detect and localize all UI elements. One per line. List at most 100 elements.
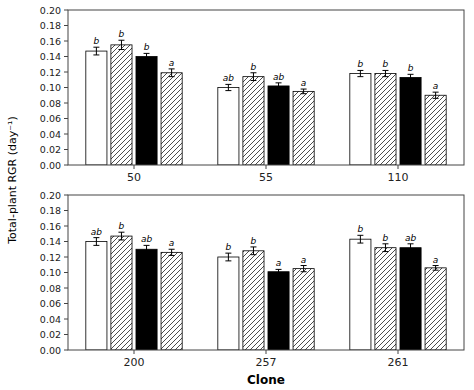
y-tick: [64, 41, 68, 42]
error-bar: [408, 74, 414, 80]
plot-frame: [68, 195, 464, 350]
y-tick-label: 0.04: [40, 314, 61, 325]
y-tick-label: 0.02: [40, 329, 61, 340]
bar: [293, 269, 314, 350]
y-tick: [64, 334, 68, 335]
x-axis: 200257261: [124, 350, 409, 369]
significance-label: b: [144, 42, 150, 52]
y-tick: [64, 87, 68, 88]
error-bar: [225, 253, 231, 261]
y-tick-label: 0.14: [40, 51, 61, 62]
y-tick-label: 0.00: [40, 160, 61, 171]
y-tick-label: 0.06: [40, 113, 61, 124]
y-tick-label: 0.00: [40, 345, 61, 356]
significance-label: b: [383, 59, 389, 69]
significance-label: a: [169, 238, 175, 248]
error-bar: [118, 232, 124, 240]
significance-label: b: [408, 63, 414, 73]
y-tick-label: 0.16: [40, 221, 61, 232]
y-tick: [64, 241, 68, 242]
y-tick-label: 0.08: [40, 98, 61, 109]
x-tick-label: 55: [259, 171, 273, 184]
bar: [350, 239, 371, 350]
significance-label: a: [433, 81, 439, 91]
y-tick: [64, 350, 68, 351]
error-bar: [276, 83, 282, 89]
error-bar: [357, 235, 363, 243]
y-tick-label: 0.14: [40, 236, 61, 247]
y-axis: 0.000.020.040.060.080.100.120.140.160.18…: [40, 5, 68, 171]
bar: [111, 45, 132, 165]
error-bar: [408, 244, 414, 252]
bar: [425, 95, 446, 165]
bar: [268, 272, 289, 350]
error-bar: [357, 70, 363, 76]
plot-frame: [68, 10, 464, 165]
bar: [350, 74, 371, 165]
significance-label: b: [251, 236, 257, 246]
y-tick: [64, 10, 68, 11]
y-tick-label: 0.10: [40, 267, 61, 278]
y-tick-label: 0.18: [40, 205, 61, 216]
x-tick: [398, 165, 399, 169]
bar: [218, 257, 239, 350]
significance-label: b: [94, 36, 100, 46]
significance-label: b: [119, 29, 125, 39]
bar: [375, 248, 396, 350]
y-tick-label: 0.12: [40, 252, 61, 263]
bar: [268, 86, 289, 165]
significance-label: b: [358, 59, 364, 69]
data-annotations: babbbbbbabbaaa: [94, 29, 439, 91]
y-tick: [64, 288, 68, 289]
y-tick: [64, 103, 68, 104]
error-bar: [250, 73, 256, 81]
bar: [111, 236, 132, 350]
bar: [86, 242, 107, 351]
error-bar: [144, 245, 150, 253]
error-bar: [118, 40, 124, 49]
y-tick: [64, 195, 68, 196]
significance-label: b: [226, 242, 232, 252]
y-tick-label: 0.02: [40, 144, 61, 155]
bar: [243, 251, 264, 350]
bar: [375, 74, 396, 165]
significance-label: b: [358, 224, 364, 234]
x-tick-label: 110: [388, 171, 409, 184]
y-tick: [64, 118, 68, 119]
y-tick-label: 0.08: [40, 283, 61, 294]
y-tick: [64, 303, 68, 304]
x-tick: [134, 350, 135, 354]
significance-label: b: [251, 62, 257, 72]
x-tick: [266, 350, 267, 354]
bar: [400, 77, 421, 165]
y-tick-label: 0.20: [40, 5, 61, 16]
significance-label: ab: [405, 233, 417, 243]
bar: [161, 252, 182, 350]
y-tick-label: 0.18: [40, 20, 61, 31]
marks: [86, 40, 446, 165]
error-bar: [301, 266, 307, 272]
data-annotations: abbbbbbabaabaaa: [91, 221, 439, 268]
y-tick: [64, 149, 68, 150]
significance-label: ab: [273, 72, 285, 82]
x-tick-label: 257: [256, 356, 277, 369]
significance-label: b: [383, 233, 389, 243]
y-tick: [64, 272, 68, 273]
error-bar: [144, 53, 150, 59]
x-tick-label: 200: [124, 356, 145, 369]
x-tick: [398, 350, 399, 354]
y-tick-label: 0.10: [40, 82, 61, 93]
significance-label: b: [119, 221, 125, 231]
bar: [161, 73, 182, 165]
y-tick-label: 0.20: [40, 190, 61, 201]
y-tick-label: 0.04: [40, 129, 61, 140]
y-tick: [64, 226, 68, 227]
error-bar: [382, 244, 388, 252]
error-bar: [169, 69, 175, 77]
x-tick: [266, 165, 267, 169]
bar: [293, 91, 314, 165]
bar: [136, 57, 157, 166]
significance-label: ab: [223, 73, 235, 83]
error-bar: [225, 84, 231, 90]
x-axis-label: Clone: [247, 373, 285, 387]
